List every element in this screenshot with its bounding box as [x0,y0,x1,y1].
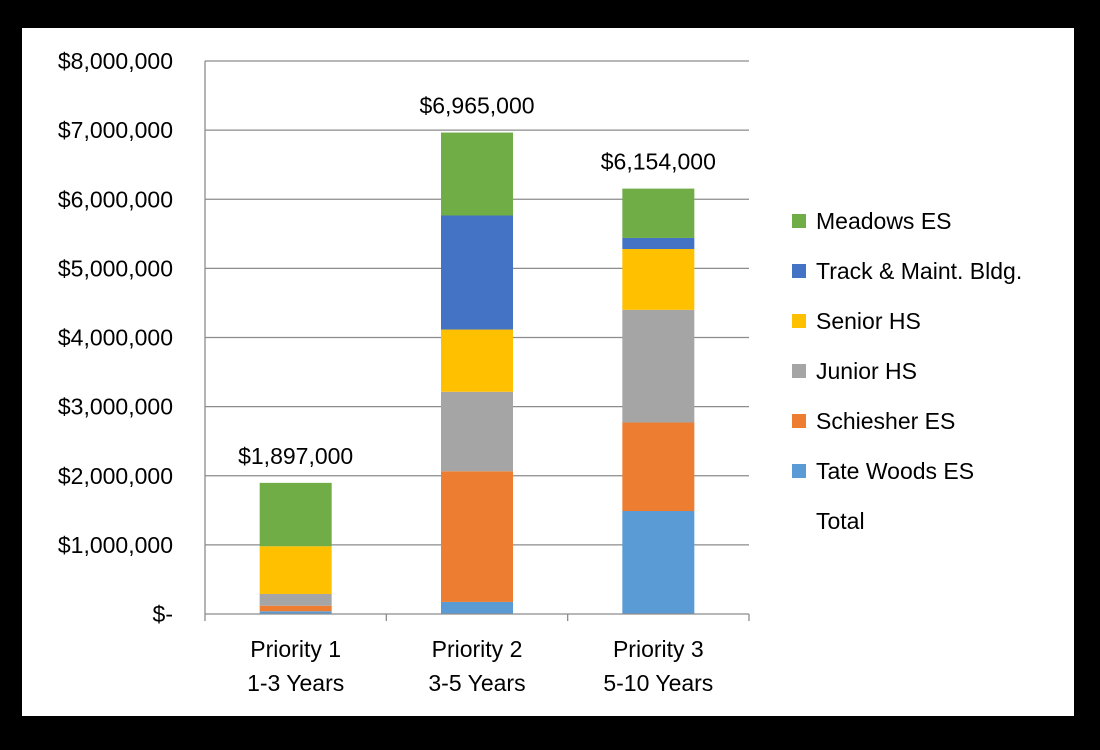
bar-segment [259,605,332,612]
y-tick-label: $7,000,000 [58,117,173,143]
legend-label: Junior HS [816,358,917,384]
x-category-label: Priority 1 [250,636,341,662]
x-category-label: Priority 2 [432,636,523,662]
x-category-label: 3-5 Years [428,670,525,696]
bar-segment [441,391,513,472]
y-tick-label: $2,000,000 [58,463,173,489]
bar-segment [622,511,695,614]
y-tick-label: $5,000,000 [58,255,173,281]
y-tick-label: $- [153,601,173,627]
total-label: $6,965,000 [419,93,534,119]
legend-swatch [792,264,806,278]
chart-frame: $- $1,000,000 $2,000,000 $3,000,000 $4,000,0… [22,28,1074,716]
bar-segment [441,132,513,216]
legend-swatch [792,414,806,428]
total-label: $6,154,000 [601,149,716,175]
bar-segment [441,329,513,392]
bars [259,132,695,614]
stacked-bar-chart: $- $1,000,000 $2,000,000 $3,000,000 $4,000,0… [58,48,1022,696]
legend: Meadows ES Track & Maint. Bldg. Senior HS J… [792,208,1022,534]
bar-segment [259,546,332,594]
legend-label: Schiesher ES [816,408,955,434]
bar-segment [622,237,695,250]
legend-label: Tate Woods ES [816,458,974,484]
x-category-label: 1-3 Years [247,670,344,696]
y-tick-label: $1,000,000 [58,532,173,558]
bar-segment [259,482,332,547]
bar-segment [441,471,513,602]
y-tick-label: $8,000,000 [58,48,173,74]
bar-segment [622,422,695,512]
bar-segment [622,309,695,423]
x-category-label: Priority 3 [613,636,704,662]
y-tick-label: $3,000,000 [58,394,173,420]
legend-swatch [792,214,806,228]
legend-swatch [792,464,806,478]
y-tick-label: $4,000,000 [58,325,173,351]
bar-segment [622,249,695,310]
bar-segment [622,188,695,238]
bar-segment [259,593,332,606]
legend-label: Total [816,508,865,534]
legend-label: Senior HS [816,308,921,334]
bar-segment [441,215,513,330]
labels: $- $1,000,000 $2,000,000 $3,000,000 $4,000,0… [58,48,716,696]
legend-label: Meadows ES [816,208,952,234]
axes [204,61,750,621]
legend-swatch [792,364,806,378]
bar-segment [441,601,513,614]
total-label: $1,897,000 [238,443,353,469]
x-category-label: 5-10 Years [603,670,713,696]
y-tick-label: $6,000,000 [58,186,173,212]
legend-swatch [792,314,806,328]
legend-label: Track & Maint. Bldg. [816,258,1022,284]
bar-segment [259,611,332,614]
